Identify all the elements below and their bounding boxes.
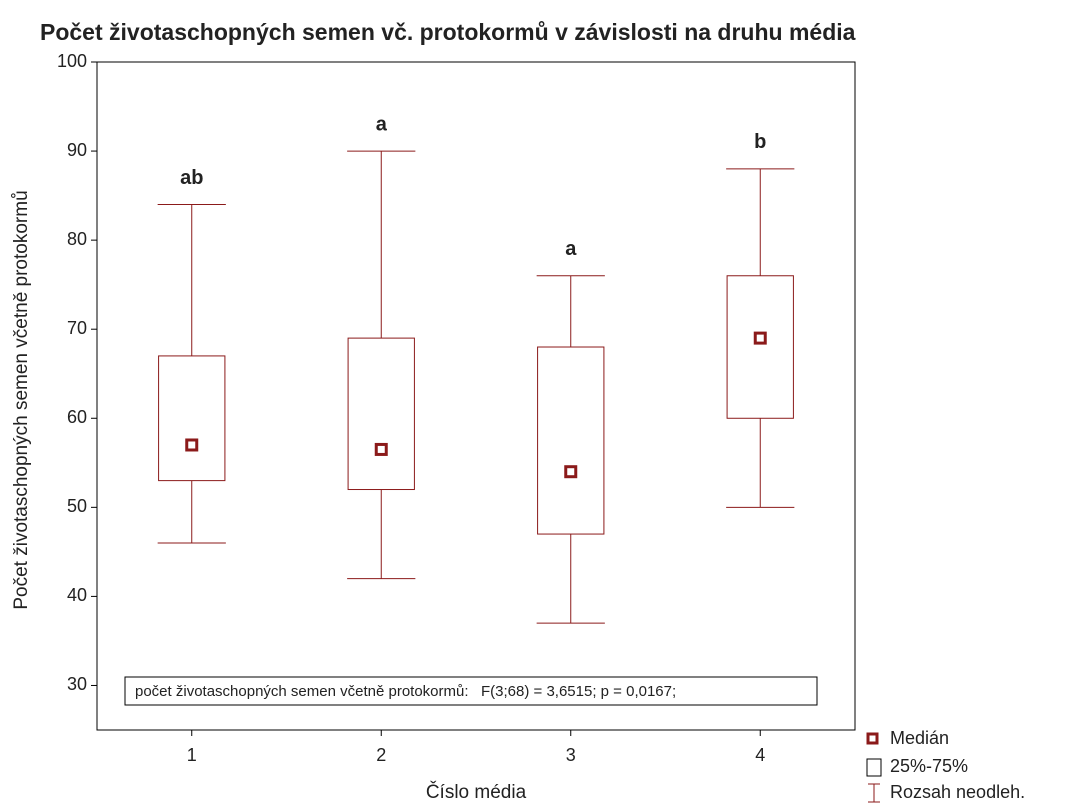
x-tick-label: 1 (187, 745, 197, 765)
group-label: a (565, 238, 577, 260)
group-label: ab (180, 167, 203, 189)
x-tick-label: 4 (755, 745, 765, 765)
annotation: počet životaschopných semen včetně proto… (135, 683, 676, 700)
box (347, 337, 415, 491)
median-marker (185, 438, 199, 452)
legend-range-icon (868, 783, 880, 803)
box (158, 355, 226, 482)
x-tick-label: 2 (376, 745, 386, 765)
y-tick-label: 90 (67, 140, 87, 160)
legend-label: 25%-75% (890, 756, 968, 776)
group-label: b (754, 131, 766, 153)
median-marker (374, 442, 388, 456)
plot-frame (96, 61, 856, 731)
y-axis-label: Počet životaschopných semen včetně proto… (11, 190, 32, 609)
chart-title: Počet životaschopných semen vč. protokor… (40, 19, 856, 45)
annotation-box (124, 676, 818, 706)
y-tick-label: 70 (67, 318, 87, 338)
x-tick-label: 3 (566, 745, 576, 765)
box (726, 275, 794, 419)
group-label: a (376, 113, 388, 135)
y-tick-label: 100 (57, 51, 87, 71)
median-marker (564, 465, 578, 479)
y-tick-label: 40 (67, 585, 87, 605)
y-tick-label: 30 (67, 674, 87, 694)
x-axis-label: Číslo média (426, 781, 527, 803)
legend-median-icon (866, 732, 879, 745)
y-tick-label: 80 (67, 229, 87, 249)
y-tick-label: 50 (67, 496, 87, 516)
legend-box-icon (866, 758, 882, 777)
median-marker (753, 331, 767, 345)
box (537, 346, 605, 535)
y-tick-label: 60 (67, 407, 87, 427)
legend-label: Medián (890, 728, 949, 748)
legend-label: Rozsah neodleh. (890, 782, 1025, 802)
